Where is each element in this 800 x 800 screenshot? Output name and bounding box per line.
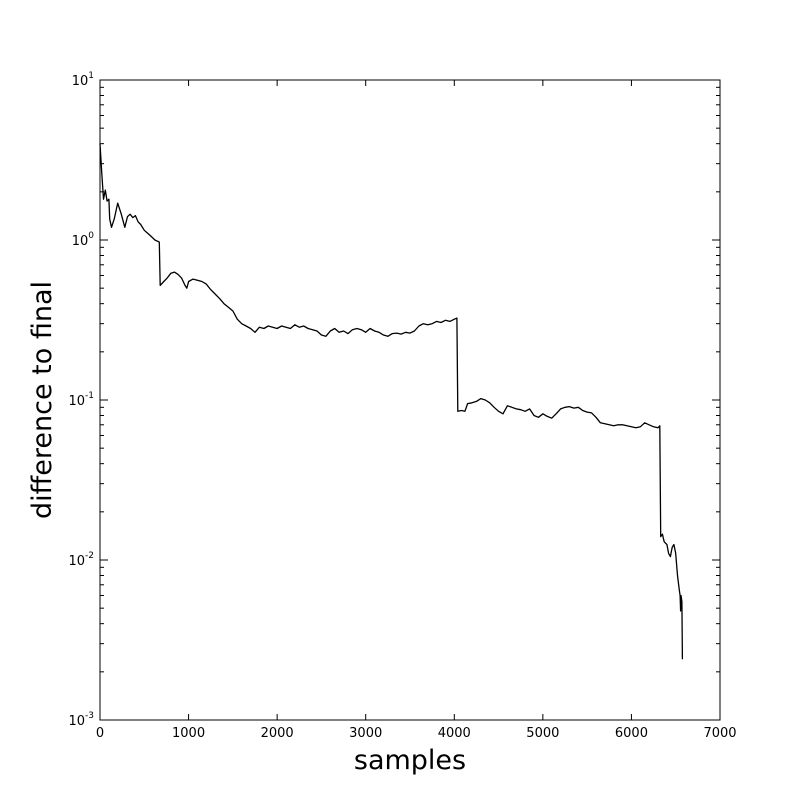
y-tick-base: 10 — [68, 394, 85, 409]
y-tick-exponent: -2 — [85, 551, 94, 561]
y-tick-label: 100 — [72, 231, 95, 249]
plot-area — [99, 79, 721, 721]
y-tick-exponent: -3 — [85, 711, 94, 721]
x-axis-ticks: 0 1000 2000 3000 4000 5000 6000 7000 — [96, 80, 737, 741]
y-tick-base: 10 — [72, 74, 89, 89]
x-tick-label: 6000 — [615, 726, 648, 741]
y-tick-label: 10-1 — [68, 391, 94, 409]
x-tick-label: 2000 — [261, 726, 294, 741]
x-tick-label: 7000 — [703, 726, 736, 741]
y-tick-base: 10 — [72, 234, 89, 249]
y-tick-label: 101 — [72, 71, 94, 89]
series-line — [99, 143, 684, 660]
series-layer — [99, 143, 684, 660]
y-tick-exponent: -1 — [85, 391, 94, 401]
y-tick-exponent: 0 — [88, 231, 94, 241]
y-tick-label: 10-3 — [68, 711, 94, 729]
x-tick-label: 3000 — [349, 726, 382, 741]
y-tick-base: 10 — [68, 554, 85, 569]
x-tick-label: 1000 — [172, 726, 205, 741]
x-tick-label: 4000 — [438, 726, 471, 741]
x-tick-label: 0 — [96, 726, 104, 741]
x-axis-label: samples — [354, 745, 466, 776]
y-tick-exponent: 1 — [88, 71, 94, 81]
y-tick-base: 10 — [68, 714, 85, 729]
x-tick-label: 5000 — [526, 726, 559, 741]
y-tick-label: 10-2 — [68, 551, 94, 569]
y-axis-label: difference to final — [27, 281, 58, 519]
